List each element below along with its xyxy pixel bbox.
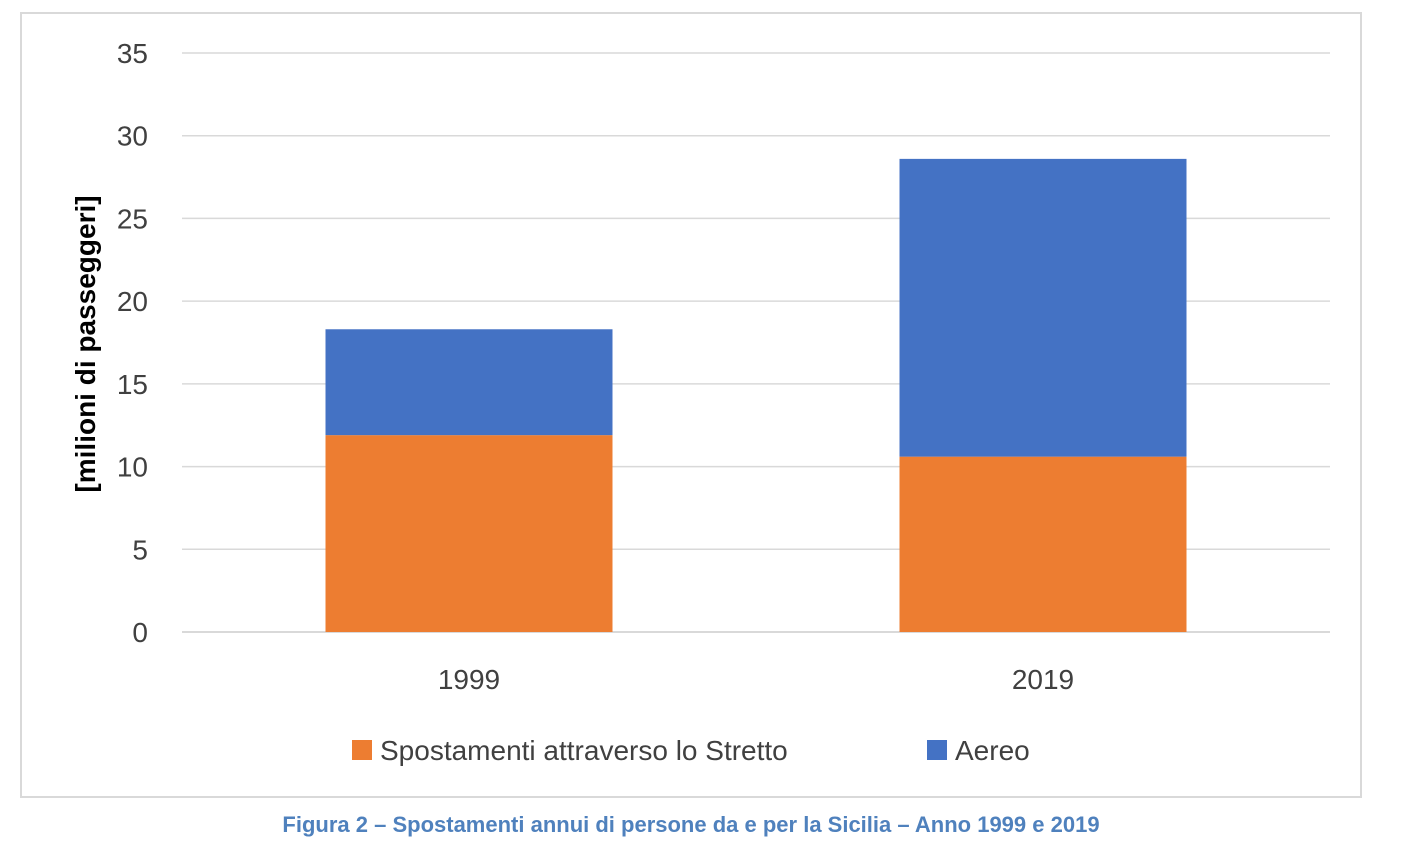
legend-label: Spostamenti attraverso lo Stretto [380,735,788,766]
bar-segment-stretto-1999 [325,435,613,632]
legend-swatch [352,740,372,760]
y-tick-label: 35 [117,38,148,69]
y-tick-label: 0 [132,617,148,648]
y-tick-label: 15 [117,369,148,400]
y-tick-label: 5 [132,534,148,565]
bar-segment-aereo-2019 [899,158,1187,457]
y-axis-ticks: 0 5 10 15 20 25 30 35 [117,38,148,648]
y-tick-label: 30 [117,121,148,152]
y-axis-label: [milioni di passeggeri] [70,195,101,492]
legend-label: Aereo [955,735,1030,766]
bar-segment-stretto-2019 [899,456,1187,632]
y-tick-label: 10 [117,452,148,483]
y-tick-label: 25 [117,203,148,234]
x-category-label: 1999 [438,664,500,695]
y-tick-label: 20 [117,286,148,317]
bars [325,158,1187,632]
bar-segment-aereo-1999 [325,329,613,436]
x-category-label: 2019 [1012,664,1074,695]
figure-caption: Figura 2 – Spostamenti annui di persone … [282,812,1100,837]
legend-swatch [927,740,947,760]
x-axis-categories: 1999 2019 [438,664,1074,695]
legend: Spostamenti attraverso lo Stretto Aereo [352,735,1030,766]
